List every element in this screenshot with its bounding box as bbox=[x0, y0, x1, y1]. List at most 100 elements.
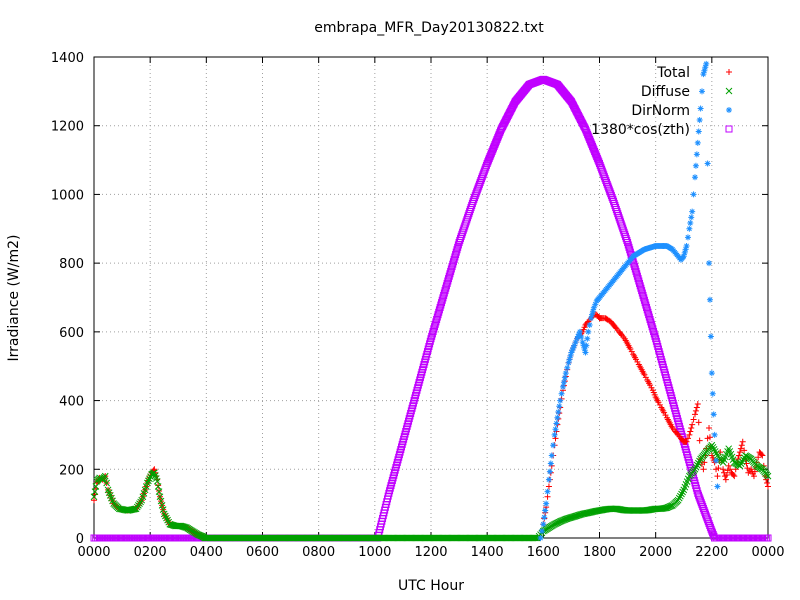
cos-zth-point bbox=[640, 294, 648, 302]
total-point bbox=[736, 449, 743, 456]
cos-zth-point bbox=[446, 270, 454, 278]
cos-zth-point bbox=[644, 308, 652, 316]
cos-zth-point bbox=[638, 287, 646, 295]
diffuse-point bbox=[160, 510, 168, 518]
total-point bbox=[641, 371, 648, 378]
cos-zth-point bbox=[436, 303, 444, 311]
total-point bbox=[700, 466, 707, 473]
dirnorm-point bbox=[582, 349, 589, 356]
axis-ticks: 0000 0200 0400 0600 0800 1000 1200 1400 1600 1800… bbox=[51, 51, 785, 560]
x-tick-label: 1800 bbox=[583, 545, 616, 560]
cos-zth-point bbox=[432, 318, 440, 326]
total-point bbox=[633, 356, 640, 363]
diffuse-point bbox=[691, 465, 699, 473]
total-point bbox=[715, 465, 722, 472]
total-point bbox=[691, 411, 698, 418]
cos-zth-point bbox=[639, 291, 647, 299]
cos-zth-point bbox=[435, 306, 443, 314]
dirnorm-point bbox=[686, 225, 693, 232]
diffuse-point bbox=[737, 460, 745, 468]
cos-zth-point bbox=[434, 311, 442, 319]
cos-zth-point bbox=[440, 289, 448, 297]
dirnorm-point bbox=[714, 483, 721, 490]
cos-zth-point bbox=[645, 311, 653, 319]
dirnorm-point bbox=[706, 296, 713, 303]
cos-zth-point bbox=[647, 320, 655, 328]
dirnorm-point bbox=[537, 535, 544, 541]
cos-zth-point bbox=[725, 125, 733, 133]
diffuse-point bbox=[91, 488, 99, 495]
total-point bbox=[661, 409, 668, 416]
total-point bbox=[544, 493, 551, 500]
dirnorm-point bbox=[683, 242, 690, 249]
diffuse-point bbox=[693, 461, 701, 469]
total-point bbox=[732, 466, 739, 473]
total-point bbox=[634, 358, 641, 365]
cos-zth-point bbox=[638, 289, 646, 297]
total-point bbox=[758, 451, 765, 458]
cos-zth-point bbox=[438, 296, 446, 304]
dirnorm-point bbox=[572, 339, 579, 346]
total-point bbox=[628, 348, 635, 355]
dirnorm-point bbox=[550, 442, 557, 449]
diffuse-point bbox=[674, 496, 682, 504]
dirnorm-point bbox=[682, 246, 689, 253]
dirnorm-point bbox=[575, 331, 582, 338]
diffuse-point bbox=[144, 479, 151, 487]
dirnorm-point bbox=[695, 128, 702, 135]
cos-zth-point bbox=[636, 282, 644, 290]
total-point bbox=[731, 473, 738, 480]
diffuse-point bbox=[711, 448, 719, 455]
total-point bbox=[689, 421, 696, 428]
cos-zth-point bbox=[454, 241, 462, 249]
y-tick-label: 1000 bbox=[51, 188, 84, 203]
x-tick-label: 2200 bbox=[695, 545, 728, 560]
dirnorm-point bbox=[574, 333, 581, 340]
dirnorm-point bbox=[585, 328, 592, 335]
total-point bbox=[725, 462, 732, 469]
dirnorm-point bbox=[544, 488, 551, 495]
diffuse-point bbox=[532, 534, 539, 542]
dirnorm-point bbox=[554, 414, 561, 421]
total-point bbox=[648, 384, 655, 391]
legend: Total Diffuse DirNorm 1380*cos(zth) bbox=[591, 65, 733, 138]
dirnorm-point bbox=[687, 220, 694, 227]
dirnorm-point bbox=[570, 344, 577, 351]
x-tick-label: 0200 bbox=[134, 545, 167, 560]
cos-zth-point bbox=[642, 301, 650, 309]
dirnorm-point bbox=[541, 514, 548, 521]
x-tick-label: 0000 bbox=[77, 545, 110, 560]
cos-zth-point bbox=[450, 255, 458, 263]
cos-zth-point bbox=[707, 525, 715, 533]
diffuse-point bbox=[710, 446, 718, 453]
cos-zth-point bbox=[482, 161, 490, 169]
total-point bbox=[706, 425, 713, 432]
cos-zth-point bbox=[764, 534, 772, 542]
dirnorm-point bbox=[560, 379, 567, 386]
dirnorm-point bbox=[546, 468, 553, 475]
diffuse-point bbox=[158, 502, 166, 509]
dirnorm-point bbox=[701, 67, 708, 74]
y-tick-label: 200 bbox=[59, 463, 84, 478]
total-point bbox=[706, 434, 713, 441]
diffuse-point bbox=[677, 492, 684, 500]
cos-zth-point bbox=[650, 328, 658, 336]
cos-zth-point bbox=[633, 272, 641, 280]
x-tick-label: 1000 bbox=[358, 545, 391, 560]
cos-zth-point bbox=[427, 335, 435, 343]
dirnorm-point bbox=[589, 308, 596, 315]
cos-zth-point bbox=[441, 287, 449, 295]
cos-zth-point bbox=[649, 325, 657, 333]
series-layer bbox=[90, 60, 772, 542]
diffuse-point bbox=[181, 523, 188, 531]
diffuse-point bbox=[679, 488, 686, 496]
dirnorm-point bbox=[581, 346, 588, 353]
dirnorm-point bbox=[680, 253, 687, 260]
cos-zth-point bbox=[438, 299, 446, 307]
diffuse-point bbox=[163, 514, 170, 522]
diffuse-point bbox=[153, 477, 161, 485]
total-point bbox=[642, 374, 649, 381]
diffuse-point bbox=[155, 488, 163, 495]
cos-zth-point bbox=[643, 306, 651, 314]
